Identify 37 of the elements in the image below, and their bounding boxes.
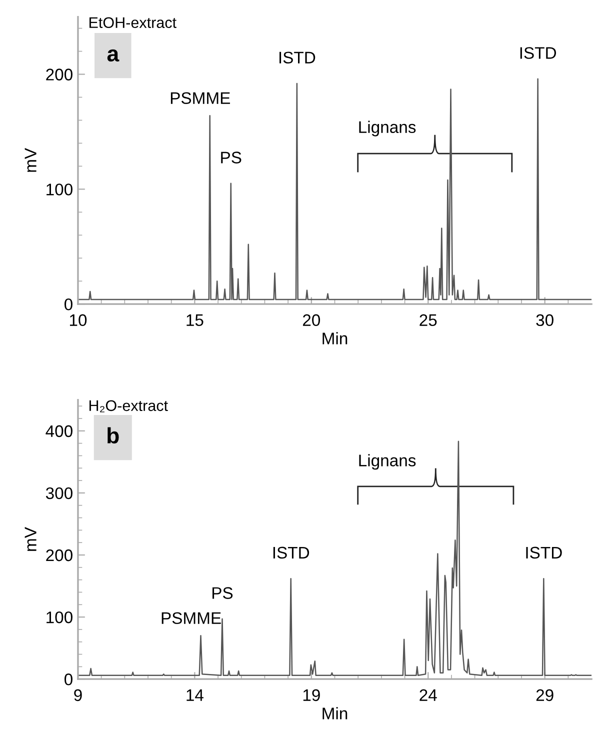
- y-tick-label: 0: [64, 674, 72, 686]
- line-series: [78, 78, 592, 300]
- y-tick-label: 300: [46, 487, 72, 500]
- chart-title: EtOH-extract: [90, 17, 176, 28]
- x-axis-title: Min: [322, 332, 348, 344]
- y-tick-label: 400: [46, 425, 72, 438]
- annotation: Lignans: [359, 120, 416, 136]
- y-tick-label: 0: [64, 298, 72, 310]
- annotation: ISTD: [526, 546, 562, 559]
- annotation: PSMME: [162, 612, 221, 624]
- y-axis-title: mV: [24, 148, 36, 172]
- x-tick-label: 10: [70, 314, 87, 326]
- annotation: ISTD: [279, 52, 316, 64]
- annotation: PS: [212, 587, 233, 599]
- y-tick-label: 200: [46, 549, 72, 562]
- annotation: PSMME: [170, 92, 230, 104]
- x-tick-label: 24: [420, 689, 437, 701]
- chart-title: H₂O-extract: [90, 400, 168, 412]
- x-tick-label: 14: [186, 689, 204, 701]
- annotation: ISTD: [273, 546, 310, 559]
- annotation: PS: [221, 152, 242, 164]
- x-tick-label: 19: [303, 689, 320, 702]
- x-tick-label: 20: [302, 314, 320, 326]
- x-tick-label: 15: [186, 314, 204, 326]
- text: b: [108, 427, 119, 444]
- annotation: Lignans: [359, 454, 416, 470]
- x-tick-label: 29: [536, 689, 554, 702]
- x-tick-label: 25: [420, 314, 437, 326]
- y-tick-label: 200: [46, 68, 72, 80]
- y-tick-label: 100: [46, 611, 72, 624]
- y-axis-title: mV: [24, 527, 36, 551]
- text: a: [107, 49, 120, 62]
- x-tick-label: 9: [74, 689, 82, 702]
- y-tick-label: 100: [46, 184, 72, 196]
- x-axis-title: Min: [322, 707, 348, 720]
- x-tick-label: 30: [536, 314, 554, 326]
- annotation: ISTD: [520, 47, 556, 59]
